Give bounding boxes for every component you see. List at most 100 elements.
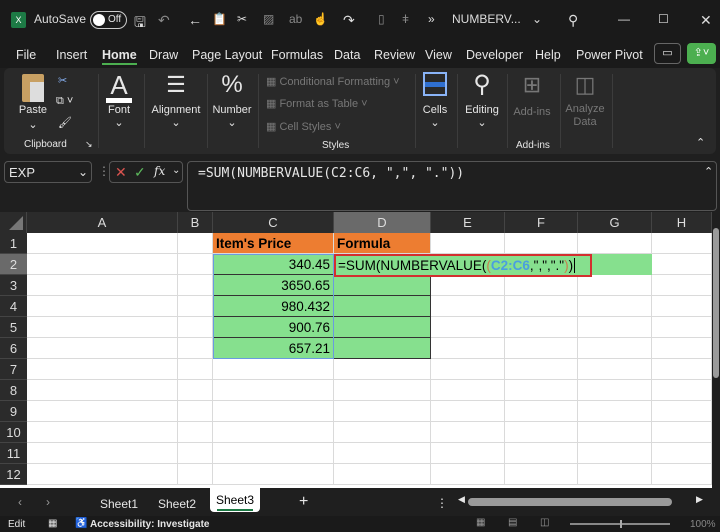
name-box[interactable]: EXP ⌄ (4, 161, 92, 183)
share-button[interactable]: ⇪˅ (687, 43, 716, 64)
page-break-view-icon[interactable]: ◫ (540, 517, 550, 528)
cell[interactable] (27, 317, 178, 338)
file-name[interactable]: NUMBERV... (452, 12, 521, 26)
chevron-down-icon[interactable]: ⌄ (532, 12, 543, 26)
cell[interactable] (652, 443, 712, 464)
cell[interactable] (213, 359, 334, 380)
conditional-formatting-button[interactable]: ▦ Conditional Formatting ˅ (266, 76, 400, 88)
cell[interactable] (431, 233, 505, 254)
cell[interactable] (27, 380, 178, 401)
vertical-scrollbar[interactable] (712, 212, 720, 488)
tab-view[interactable]: View (425, 48, 452, 62)
cell[interactable] (431, 275, 505, 296)
alignment-button[interactable]: ☰ Alignment ⌄ (146, 72, 206, 132)
tab-help[interactable]: Help (535, 48, 561, 62)
cell[interactable] (652, 275, 712, 296)
cell[interactable] (652, 233, 712, 254)
minimize-icon[interactable]: — (618, 12, 630, 26)
redo-icon[interactable]: ↷ (343, 12, 355, 28)
cut-icon[interactable]: ✂ (58, 75, 68, 87)
paste-icon[interactable]: 📋 (212, 12, 227, 26)
expand-formula-icon[interactable]: ⌃ (704, 166, 714, 178)
cell[interactable] (652, 464, 712, 485)
accessibility-status[interactable]: Accessibility: Investigate (90, 519, 210, 530)
cell[interactable] (27, 296, 178, 317)
row-header-8[interactable]: 8 (0, 380, 27, 401)
column-header-b[interactable]: B (178, 212, 213, 233)
number-button[interactable]: % Number ⌄ (208, 72, 256, 132)
cell-c6[interactable]: 657.21 (213, 338, 334, 359)
spreadsheet-grid[interactable]: A B C D E F G H 1 2 3 4 5 6 7 8 9 10 11 12 Item's P… (0, 212, 712, 488)
cell-d6[interactable] (334, 338, 431, 359)
cell[interactable] (431, 380, 505, 401)
row-header-1[interactable]: 1 (0, 233, 27, 254)
sheet-tab-sheet3[interactable]: Sheet3 (210, 488, 260, 512)
touch-mode-icon[interactable]: ☝ (313, 12, 328, 26)
cell[interactable] (652, 296, 712, 317)
cell[interactable] (652, 338, 712, 359)
cell[interactable] (431, 443, 505, 464)
cell[interactable] (27, 401, 178, 422)
cell[interactable] (578, 233, 652, 254)
cell[interactable] (431, 422, 505, 443)
analyze-data-button[interactable]: ◫ Analyze Data (562, 72, 608, 132)
spelling-icon[interactable]: ab (289, 12, 303, 26)
save-icon[interactable]: 🖫 (134, 14, 146, 30)
search-icon[interactable]: ⚲ (568, 12, 579, 28)
cell[interactable] (505, 233, 578, 254)
format-painter-icon[interactable]: 🖌 (58, 117, 72, 129)
tab-draw[interactable]: Draw (149, 48, 179, 62)
close-icon[interactable]: ✕ (700, 12, 712, 28)
cell-c1[interactable]: Item's Price (213, 233, 334, 254)
prev-sheet-icon[interactable]: ‹ (18, 495, 22, 509)
collapse-ribbon-icon[interactable]: ⌃ (696, 137, 706, 149)
cell[interactable] (578, 464, 652, 485)
sheet-tab-sheet2[interactable]: Sheet2 (158, 497, 197, 511)
cell-styles-button[interactable]: ▦ Cell Styles ˅ (266, 121, 341, 133)
cell[interactable] (178, 464, 213, 485)
cell[interactable] (652, 422, 712, 443)
row-header-9[interactable]: 9 (0, 401, 27, 422)
cell[interactable] (213, 464, 334, 485)
editing-button[interactable]: ⚲ Editing ⌄ (462, 72, 502, 132)
cell[interactable] (652, 254, 712, 275)
insert-function-icon[interactable]: fx (154, 164, 166, 178)
cell[interactable] (27, 464, 178, 485)
cell[interactable] (334, 443, 431, 464)
column-header-e[interactable]: E (431, 212, 505, 233)
macro-icon[interactable]: ▦ (48, 518, 58, 529)
cell[interactable] (178, 317, 213, 338)
cell[interactable] (178, 401, 213, 422)
add-ins-button[interactable]: ⊞ Add-ins (510, 72, 554, 122)
cells-button[interactable]: Cells ⌄ (420, 72, 450, 132)
cell[interactable] (334, 380, 431, 401)
back-icon[interactable]: ← (188, 12, 202, 28)
row-header-5[interactable]: 5 (0, 317, 27, 338)
zoom-slider[interactable] (570, 520, 670, 528)
cell[interactable] (334, 401, 431, 422)
cell[interactable] (431, 296, 505, 317)
cell[interactable] (213, 422, 334, 443)
sheet-tab-sheet1[interactable]: Sheet1 (100, 497, 139, 511)
enter-icon[interactable]: ✓ (134, 164, 146, 180)
more-commands[interactable]: » (428, 12, 435, 26)
copy-icon[interactable]: ⧉ ˅ (56, 95, 74, 107)
font-button[interactable]: A Font ⌄ (102, 72, 136, 132)
row-header-12[interactable]: 12 (0, 464, 27, 485)
cell[interactable] (505, 275, 578, 296)
cell[interactable] (178, 233, 213, 254)
cell-c4[interactable]: 980.432 (213, 296, 334, 317)
tab-home[interactable]: Home (102, 48, 137, 65)
cell-d4[interactable] (334, 296, 431, 317)
row-header-7[interactable]: 7 (0, 359, 27, 380)
cell[interactable] (652, 359, 712, 380)
cell[interactable] (578, 338, 652, 359)
zoom-level[interactable]: 100% (690, 519, 716, 530)
cell[interactable] (178, 422, 213, 443)
cell[interactable] (505, 401, 578, 422)
tab-file[interactable]: File (16, 48, 37, 62)
page-layout-view-icon[interactable]: ▤ (508, 517, 518, 528)
cell[interactable] (27, 359, 178, 380)
select-all-button[interactable] (0, 212, 27, 233)
format-as-table-button[interactable]: ▦ Format as Table ˅ (266, 98, 368, 110)
